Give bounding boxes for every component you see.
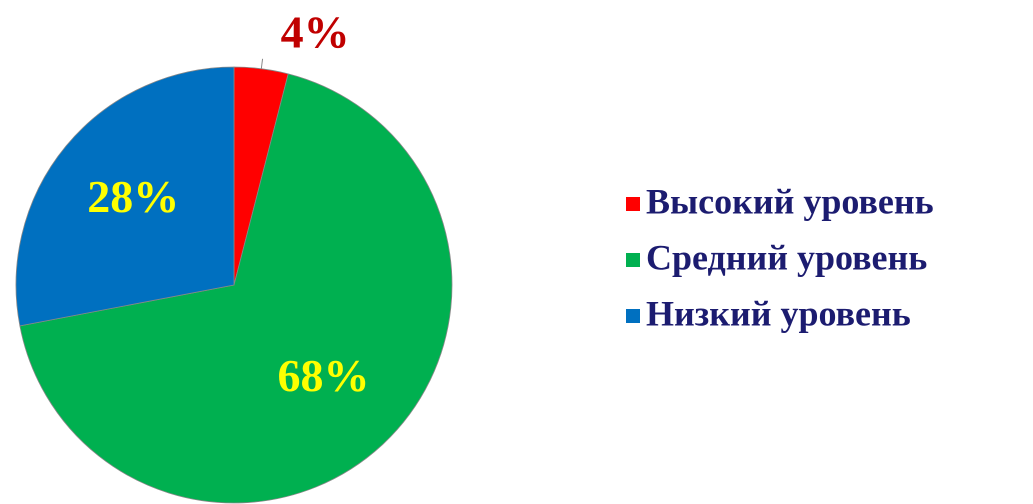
data-label: 4% — [281, 6, 350, 57]
legend-swatch — [626, 253, 640, 267]
data-label: 28% — [87, 171, 179, 222]
data-label: 68% — [278, 350, 370, 401]
pie-slice — [15, 66, 235, 327]
legend-label: Средний уровень — [646, 237, 927, 277]
legend-label: Низкий уровень — [646, 293, 911, 333]
leader-line — [260, 58, 264, 69]
legend-label: Высокий уровень — [646, 181, 934, 221]
legend-swatch — [626, 309, 640, 323]
pie-slice — [19, 73, 453, 504]
legend-swatch — [626, 197, 640, 211]
